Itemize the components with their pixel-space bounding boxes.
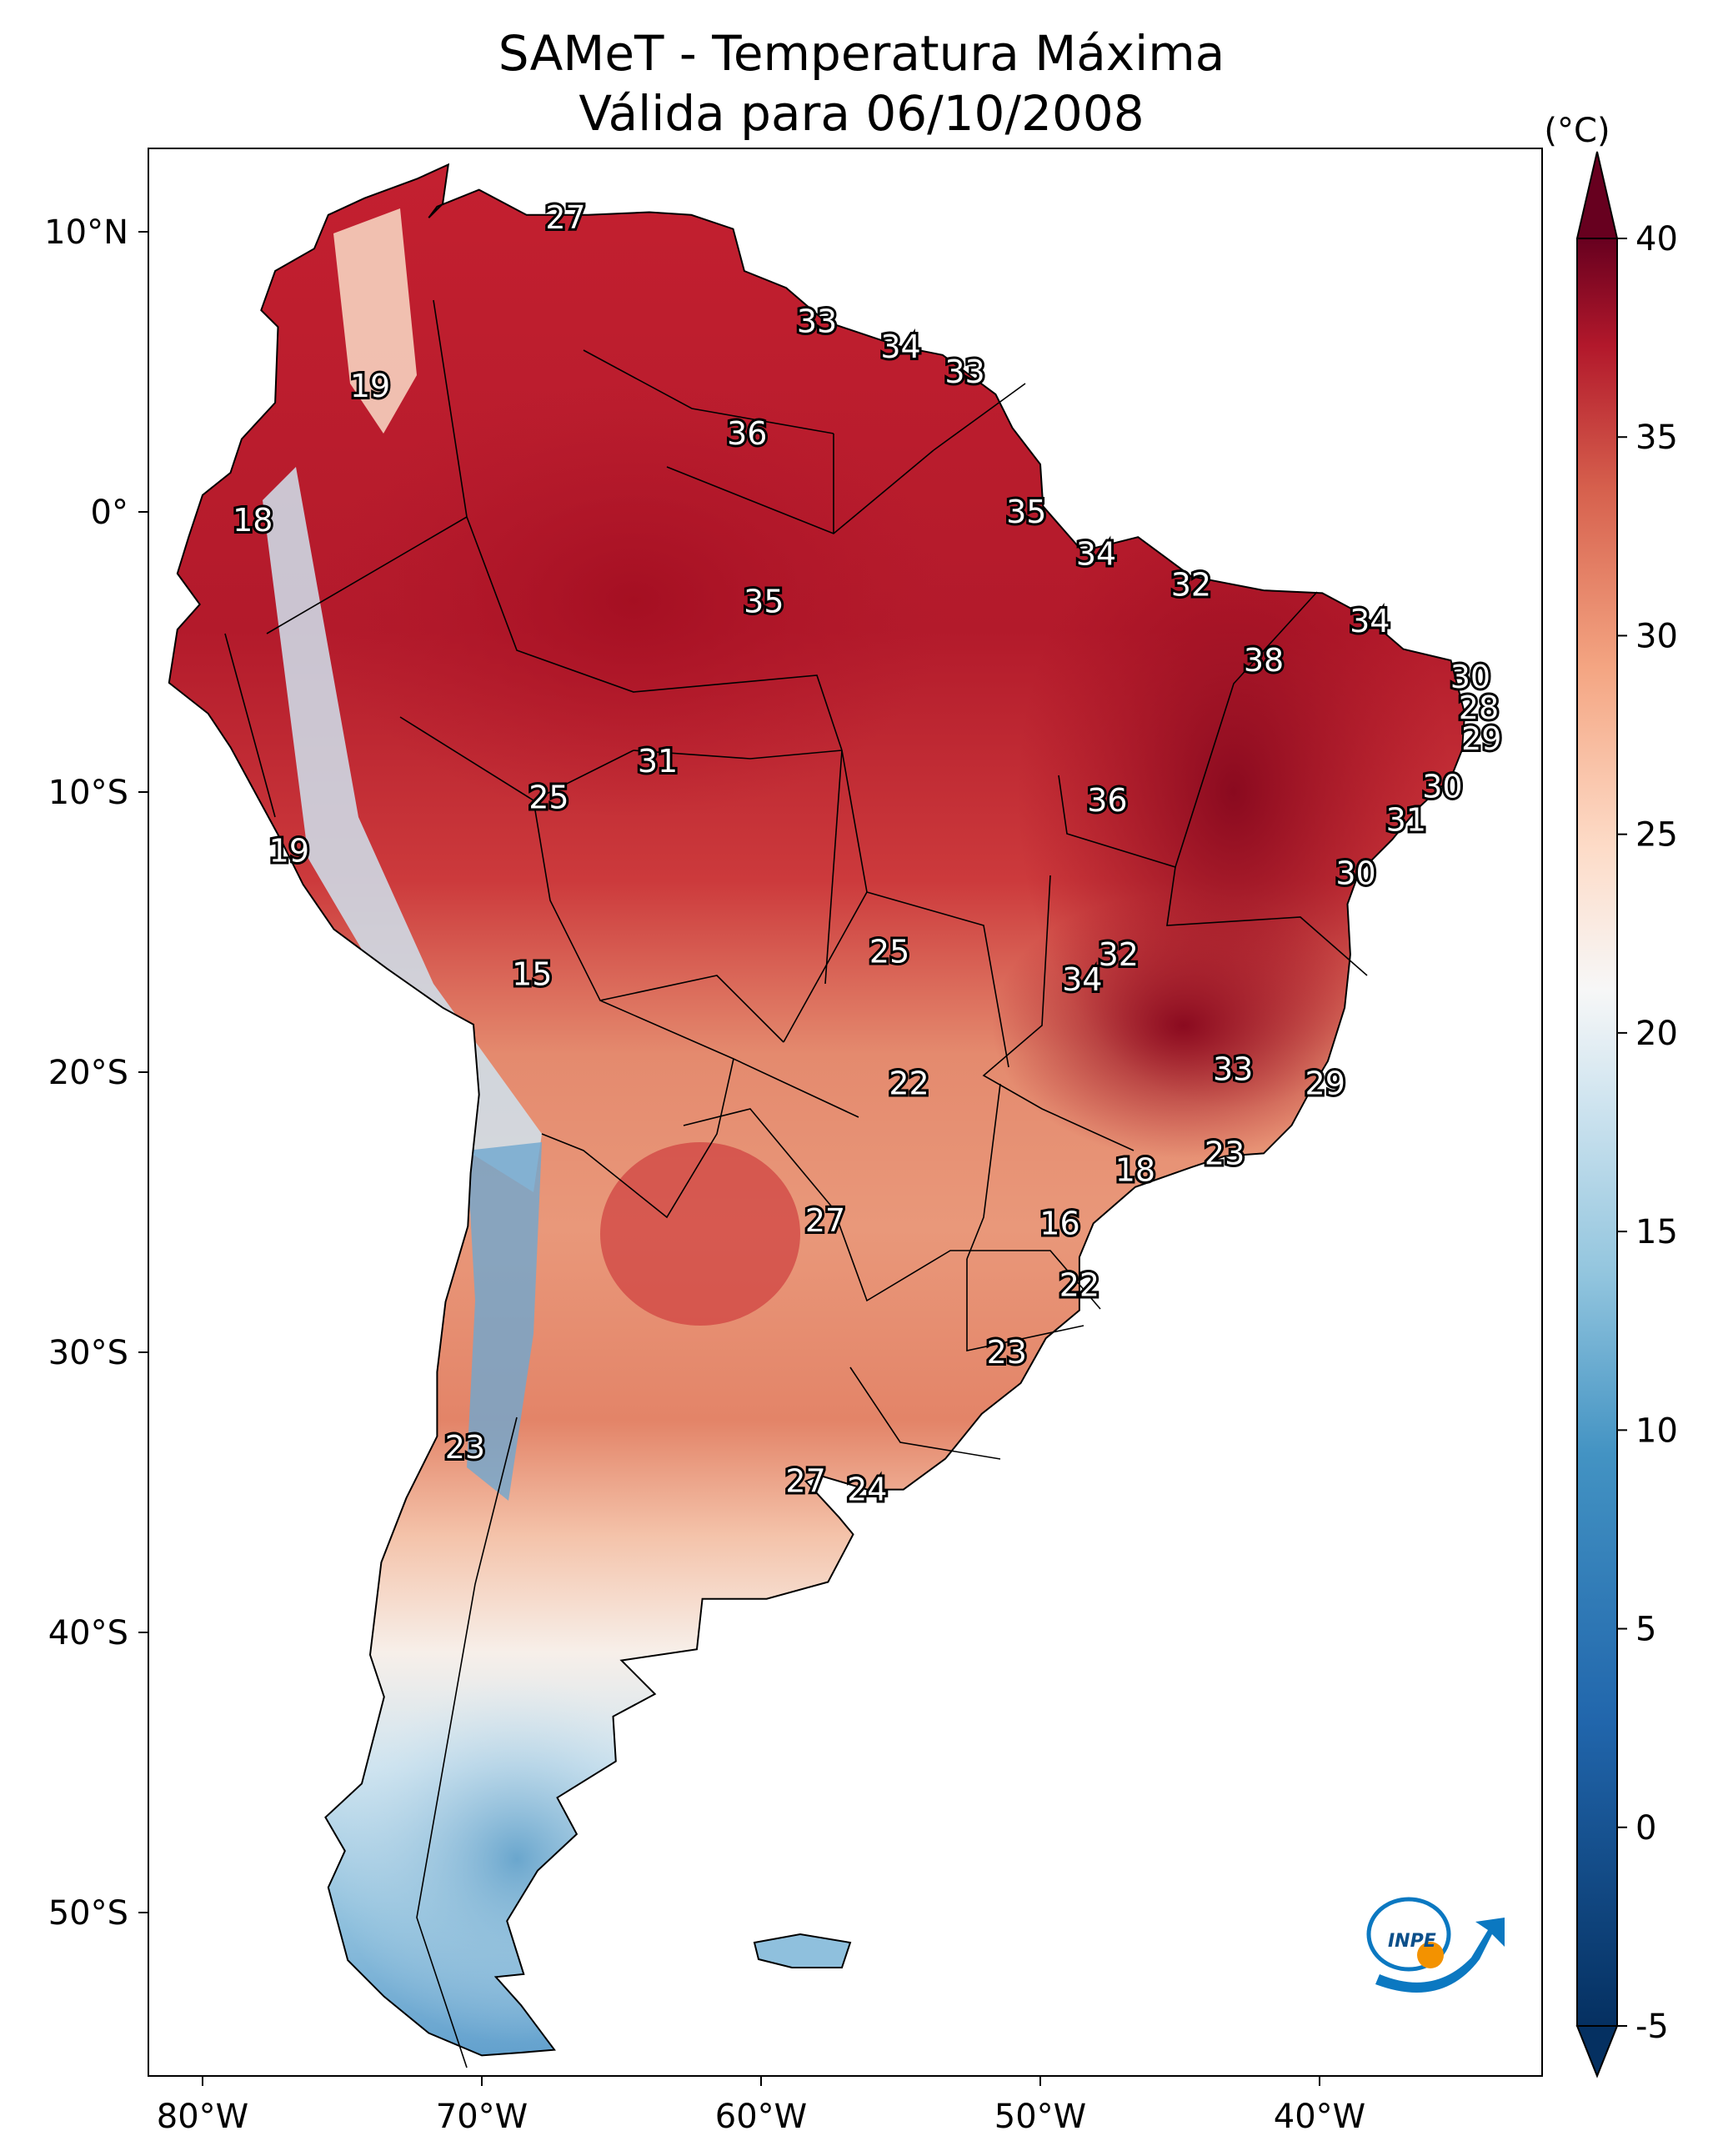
inpe-logo: INPE bbox=[1366, 1897, 1505, 1993]
temperature-label: 27 bbox=[545, 199, 585, 236]
temperature-label: 35 bbox=[1006, 494, 1046, 530]
x-tick-label: 70°W bbox=[436, 2098, 528, 2136]
temperature-label: 33 bbox=[944, 353, 984, 390]
temperature-label: 25 bbox=[528, 780, 568, 816]
temperature-label: 19 bbox=[269, 833, 309, 870]
temperature-label: 32 bbox=[1099, 936, 1139, 973]
temperature-label: 15 bbox=[512, 955, 552, 992]
y-tick-label: 0° bbox=[91, 494, 128, 532]
falkland-islands bbox=[753, 1933, 852, 1968]
temperature-label: 19 bbox=[350, 368, 390, 404]
country-borders bbox=[224, 299, 1368, 2068]
y-tick-label: 10°N bbox=[44, 213, 128, 252]
temperature-label: 23 bbox=[1205, 1135, 1245, 1171]
temperature-label: 32 bbox=[1171, 566, 1211, 603]
temperature-label: 38 bbox=[1244, 642, 1284, 679]
temperature-label: 27 bbox=[805, 1202, 845, 1239]
logo-orbit-icon bbox=[1366, 1897, 1451, 1972]
y-tick-label: 10°S bbox=[48, 774, 128, 812]
title-line-1: SAMeT - Temperatura Máxima bbox=[498, 25, 1225, 82]
temperature-label: 34 bbox=[880, 328, 920, 365]
colorbar-tick-label: 20 bbox=[1635, 1015, 1678, 1053]
x-tick-label: 40°W bbox=[1274, 2098, 1365, 2136]
colorbar-extend-min bbox=[1575, 2025, 1619, 2078]
central-hot-core bbox=[992, 892, 1375, 1159]
map-title: SAMeT - Temperatura Máxima Válida para 0… bbox=[0, 23, 1723, 143]
chaco-hot-core bbox=[600, 1142, 800, 1326]
colorbar-tick-label: -5 bbox=[1635, 2008, 1669, 2046]
colorbar-tick-label: 25 bbox=[1635, 816, 1678, 855]
colorbar-gradient bbox=[1576, 238, 1618, 2027]
colorbar-tick-label: 40 bbox=[1635, 220, 1678, 258]
y-tick-label: 40°S bbox=[48, 1614, 128, 1652]
temperature-label: 23 bbox=[445, 1429, 485, 1466]
temperature-label: 16 bbox=[1039, 1205, 1079, 1241]
y-tick-label: 20°S bbox=[48, 1054, 128, 1092]
colorbar-tick-label: 0 bbox=[1635, 1809, 1656, 1848]
logo-sun-icon bbox=[1417, 1942, 1444, 1968]
y-axis: 10°N 0° 10°S 20°S 30°S 40°S 50°S bbox=[44, 213, 148, 1933]
temperature-label: 33 bbox=[1213, 1051, 1253, 1088]
temperature-label: 23 bbox=[987, 1334, 1027, 1371]
x-tick-label: 60°W bbox=[715, 2098, 807, 2136]
x-axis: 80°W 70°W 60°W 50°W 40°W bbox=[157, 2076, 1365, 2136]
colorbar-tick-label: 5 bbox=[1635, 1611, 1656, 1649]
temperature-label: 30 bbox=[1450, 659, 1490, 695]
temperature-label: 36 bbox=[1087, 782, 1127, 819]
temperature-label: 18 bbox=[233, 502, 273, 539]
temperature-label: 30 bbox=[1422, 768, 1462, 805]
y-tick-label: 30°S bbox=[48, 1334, 128, 1372]
andes-central-cool bbox=[467, 1142, 542, 1501]
colorbar-tick-label: 35 bbox=[1635, 419, 1678, 457]
temperature-label: 29 bbox=[1305, 1065, 1345, 1101]
temperature-label: 33 bbox=[797, 303, 837, 340]
temperature-label: 27 bbox=[785, 1463, 825, 1500]
x-tick-label: 50°W bbox=[994, 2098, 1086, 2136]
temperature-label: 18 bbox=[1115, 1152, 1155, 1189]
colorbar-unit: (°C) bbox=[1544, 112, 1610, 150]
temperature-label: 35 bbox=[744, 584, 784, 620]
temperature-label: 31 bbox=[1386, 802, 1426, 839]
temperature-label: 36 bbox=[727, 415, 767, 452]
temperature-label: 25 bbox=[869, 934, 909, 970]
temperature-label: 34 bbox=[1076, 535, 1116, 572]
colorbar: (°C) 40 35 30 25 20 15 10 5 0 -5 bbox=[1544, 112, 1678, 2078]
temperature-label: 31 bbox=[638, 743, 678, 780]
amazon-hot-core bbox=[317, 384, 950, 817]
temperature-label: 24 bbox=[847, 1472, 887, 1508]
y-tick-label: 50°S bbox=[48, 1894, 128, 1933]
temperature-label: 22 bbox=[889, 1065, 929, 1101]
colombia-andes-cool bbox=[333, 208, 417, 434]
title-line-2: Válida para 06/10/2008 bbox=[579, 85, 1144, 142]
colorbar-ticks: 40 35 30 25 20 15 10 5 0 -5 bbox=[1617, 220, 1678, 2046]
colorbar-tick-label: 30 bbox=[1635, 617, 1678, 655]
temperature-label: 22 bbox=[1059, 1266, 1099, 1303]
colorbar-tick-label: 10 bbox=[1635, 1411, 1678, 1450]
temperature-label: 34 bbox=[1062, 961, 1102, 998]
logo-text: INPE bbox=[1388, 1931, 1436, 1952]
temperature-label: 34 bbox=[1350, 603, 1390, 639]
temperature-label: 30 bbox=[1335, 855, 1375, 891]
coastline bbox=[168, 163, 1466, 2057]
logo-arrow-icon bbox=[1375, 1918, 1505, 1993]
x-tick-label: 80°W bbox=[157, 2098, 248, 2136]
andes-north-cool bbox=[263, 467, 542, 1192]
temperature-label: 28 bbox=[1459, 689, 1499, 726]
colorbar-tick-label: 15 bbox=[1635, 1213, 1678, 1251]
temperature-label: 29 bbox=[1461, 720, 1501, 757]
colorbar-extend-max bbox=[1575, 151, 1619, 239]
